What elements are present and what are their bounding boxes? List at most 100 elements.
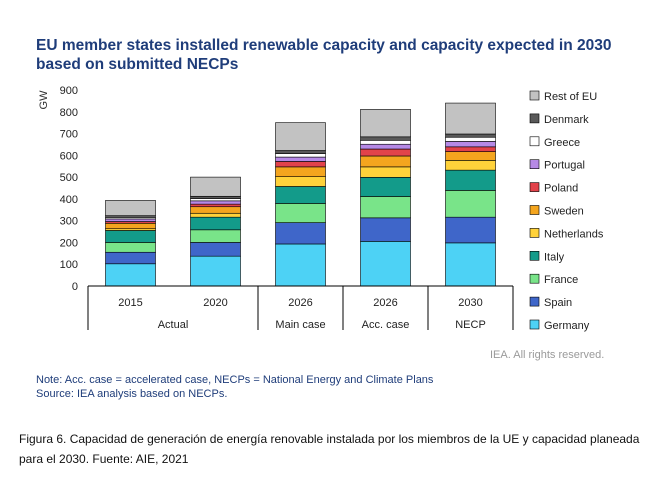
bar-segment-italy [445,169,496,191]
legend-swatch [529,90,540,101]
group-label: Main case [275,319,325,331]
group-label: Acc. case [362,319,410,331]
bar-segment-greece [445,136,496,142]
legend-label: France [544,274,578,286]
y-tick-label: 100 [60,259,78,271]
bar-segment-portugal [445,141,496,148]
legend-swatch [529,296,540,307]
y-tick-label: 700 [60,129,78,141]
bar-segment-greece [190,198,241,202]
legend-label: Italy [544,251,565,263]
bar-segment-netherlands [360,166,411,178]
bar-segment-france [275,203,326,223]
x-tick-label: 2015 [118,297,142,309]
legend-label: Poland [544,183,578,195]
bar-segment-italy [360,177,411,197]
legend-label: Greece [544,137,580,149]
bar-segment-spain [445,216,496,244]
bar-segment-portugal [105,218,156,222]
group-label: Actual [158,319,189,331]
y-tick-label: 600 [60,150,78,162]
bar-segment-sweden [275,166,326,177]
bar-segment-portugal [190,200,241,205]
bar-segment-germany [360,241,411,287]
legend-swatch [529,113,540,124]
bar-segment-netherlands [445,160,496,171]
legend-swatch [529,136,540,147]
bar-segment-poland [275,161,326,168]
legend-label: Spain [544,297,572,309]
bar-segment-germany [445,242,496,287]
bar-segment-france [105,242,156,253]
bar-segment-italy [190,216,241,231]
bar-segment-sweden [445,151,496,161]
bar-segment-germany [275,243,326,287]
bar-segment-rest-of-eu [360,109,411,138]
bar-segment-spain [105,251,156,265]
legend-label: Netherlands [544,228,604,240]
bar-segment-france [360,196,411,219]
bar-segment-spain [275,222,326,245]
note-text: Note: Acc. case = accelerated case, NECP… [36,374,434,386]
bar-segment-denmark [190,195,241,199]
chart-notes: Note: Acc. case = accelerated case, NECP… [36,373,433,401]
bar-segment-netherlands [275,176,326,187]
bar-segment-greece [275,153,326,158]
y-tick-label: 900 [60,85,78,97]
bar-segment-sweden [105,222,156,230]
bar-segment-denmark [275,150,326,154]
bar-segment-greece [360,140,411,145]
chart-title: EU member states installed renewable cap… [36,37,612,73]
x-tick-label: 2026 [288,297,312,309]
bar-segment-portugal [360,143,411,150]
bar-segment-italy [275,186,326,204]
bar-segment-denmark [360,136,411,141]
legend-label: Rest of EU [544,91,597,103]
y-tick-label: 800 [60,107,78,119]
bar-segment-rest-of-eu [190,176,241,197]
y-axis-label: GW [38,90,50,110]
source-text: Source: IEA analysis based on NECPs. [36,388,228,400]
legend-swatch [529,205,540,215]
bar-segment-spain [190,242,241,257]
bar-segment-france [445,190,496,218]
bar-segment-germany [105,263,156,287]
bar-segment-rest-of-eu [275,122,326,151]
y-tick-label: 300 [60,216,78,228]
x-tick-label: 2030 [458,297,482,309]
bar-segment-spain [360,217,411,242]
y-tick-label: 200 [60,237,78,249]
bar-segment-rest-of-eu [105,200,156,216]
legend-label: Sweden [544,206,584,218]
bar-segment-poland [190,203,241,208]
legend-label: Denmark [544,114,589,126]
bar-segment-sweden [360,155,411,168]
rights-watermark: IEA. All rights reserved. [490,349,605,361]
figure-caption: Figura 6. Capacidad de generación de ene… [19,432,640,466]
legend-swatch [529,319,540,330]
legend-label: Portugal [544,160,585,172]
legend-swatch [529,273,540,284]
legend-label: Germany [544,320,590,332]
bar-segment-portugal [275,156,326,162]
bar-segment-netherlands [190,212,241,218]
y-tick-label: 500 [60,172,78,184]
y-tick-label: 0 [72,281,78,293]
group-label: NECP [455,319,486,331]
bar-segment-sweden [190,206,241,214]
bar-segment-germany [190,255,241,287]
bar-segment-poland [445,146,496,152]
x-tick-label: 2020 [203,297,227,309]
bar-segment-poland [360,148,411,157]
legend-swatch [529,182,540,192]
bar-segment-france [190,229,241,243]
legend-swatch [529,251,540,261]
legend-swatch [529,159,540,169]
bar-segment-denmark [445,133,496,138]
x-tick-label: 2026 [373,297,397,309]
bar-segment-rest-of-eu [445,102,496,135]
y-tick-label: 400 [60,194,78,206]
bar-segment-italy [105,230,156,243]
legend-swatch [529,228,540,238]
